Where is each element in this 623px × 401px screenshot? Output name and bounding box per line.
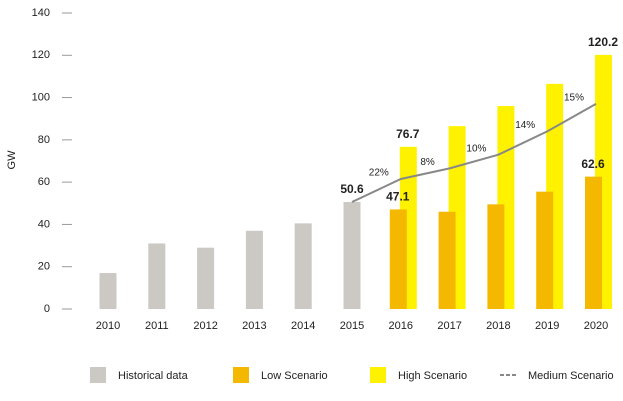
x-tick-label: 2013 [242, 320, 266, 332]
x-tick-label: 2016 [389, 320, 413, 332]
legend-label: Medium Scenario [528, 370, 614, 382]
y-axis-label: GW [6, 150, 18, 170]
legend-label: Historical data [118, 370, 189, 382]
y-tick-label: 140 [32, 7, 50, 19]
annotation: 8% [420, 157, 435, 168]
x-tick-label: 2018 [486, 320, 510, 332]
legend-label: High Scenario [398, 370, 467, 382]
legend-swatch [233, 367, 249, 383]
y-tick-label: 120 [32, 49, 50, 61]
value-label: 47.1 [386, 190, 410, 204]
bar [389, 209, 407, 309]
bar [536, 191, 554, 309]
y-tick-label: 40 [38, 218, 50, 230]
value-label: 76.7 [396, 127, 420, 141]
legend-swatch [370, 367, 386, 383]
line [351, 103, 597, 203]
x-tick-label: 2014 [291, 320, 315, 332]
x-tick-label: 2017 [437, 320, 461, 332]
bar [487, 204, 505, 309]
bar [585, 176, 602, 309]
value-label: 120.2 [588, 35, 618, 49]
x-tick-label: 2012 [193, 320, 217, 332]
bar [148, 243, 166, 309]
legend-label: Low Scenario [261, 370, 328, 382]
y-tick-label: 0 [44, 303, 50, 315]
x-tick-label: 2015 [340, 320, 364, 332]
annotation: 10% [466, 143, 486, 154]
bar [438, 211, 456, 309]
bar [245, 230, 263, 309]
annotation: 15% [564, 93, 584, 104]
x-tick-label: 2010 [96, 320, 120, 332]
legend-swatch [90, 367, 106, 383]
annotation: 14% [515, 120, 535, 131]
y-tick-label: 80 [38, 134, 50, 146]
y-tick-label: 60 [38, 176, 50, 188]
x-tick-label: 2011 [145, 320, 169, 332]
y-tick-label: 100 [32, 91, 50, 103]
bar [197, 247, 215, 309]
bar [343, 202, 361, 309]
x-tick-label: 2020 [584, 320, 608, 332]
x-tick-label: 2019 [535, 320, 559, 332]
bar [294, 223, 312, 309]
value-label: 62.6 [581, 157, 605, 171]
value-label: 50.6 [340, 182, 364, 196]
bar [99, 273, 117, 309]
annotation: 22% [369, 168, 389, 179]
y-tick-label: 20 [38, 261, 50, 273]
